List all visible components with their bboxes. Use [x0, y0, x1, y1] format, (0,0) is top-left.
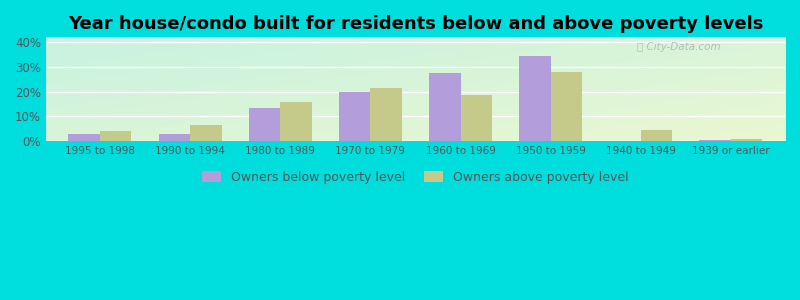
Bar	[68, 134, 100, 141]
Bar	[641, 130, 672, 141]
Text: ⓘ City-Data.com: ⓘ City-Data.com	[637, 42, 721, 52]
Bar	[158, 134, 190, 141]
Bar	[699, 140, 731, 141]
Bar	[100, 131, 131, 141]
Bar	[731, 139, 762, 141]
Bar	[461, 95, 492, 141]
Bar	[429, 73, 461, 141]
Bar	[370, 88, 402, 141]
Bar	[339, 92, 370, 141]
Bar	[280, 102, 312, 141]
Title: Year house/condo built for residents below and above poverty levels: Year house/condo built for residents bel…	[68, 15, 763, 33]
Bar	[550, 72, 582, 141]
Legend: Owners below poverty level, Owners above poverty level: Owners below poverty level, Owners above…	[198, 166, 634, 189]
Bar	[519, 56, 550, 141]
Bar	[190, 125, 222, 141]
Bar	[249, 108, 280, 141]
